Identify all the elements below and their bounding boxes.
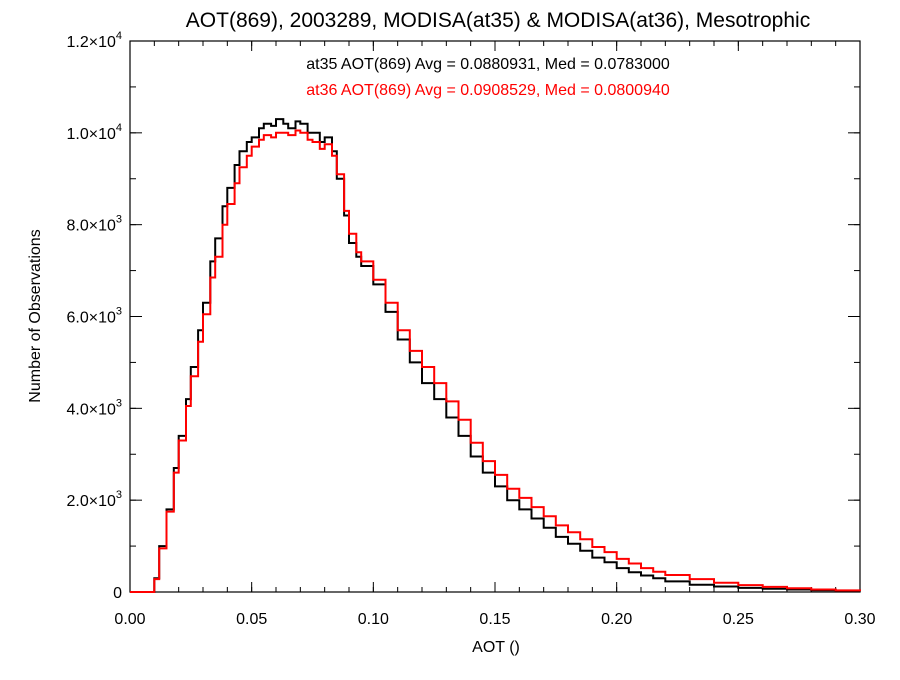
axis-ticks: 0.00 0.05 0.10 0.15 0.20 0.25 0.30 0 2.0×103 4.0×… — [66, 30, 875, 628]
x-tick-label: 0.05 — [236, 611, 267, 628]
series-line-at36 — [130, 129, 861, 593]
y-tick-label: 1.2×104 — [66, 30, 122, 51]
y-axis-label: Number of Observations — [27, 229, 44, 402]
x-tick-label: 0.00 — [114, 611, 145, 628]
series-layer — [130, 118, 861, 593]
y-tick-label: 1.0×104 — [66, 122, 122, 143]
x-tick-label: 0.25 — [723, 611, 754, 628]
y-tick-label: 0 — [113, 585, 122, 602]
x-axis-label: AOT () — [472, 639, 520, 656]
series-line-at35 — [130, 118, 861, 593]
y-tick-label: 2.0×103 — [66, 489, 122, 510]
y-tick-label: 6.0×103 — [66, 306, 122, 327]
y-tick-label: 8.0×103 — [66, 214, 122, 235]
x-tick-label: 0.15 — [479, 611, 510, 628]
legend-entry-at35: at35 AOT(869) Avg = 0.0880931, Med = 0.0… — [306, 56, 670, 73]
x-tick-label: 0.30 — [844, 611, 875, 628]
plot-frame — [129, 40, 861, 593]
chart-title: AOT(869), 2003289, MODISA(at35) & MODISA… — [186, 9, 810, 32]
x-tick-label: 0.20 — [601, 611, 632, 628]
legend-entry-at36: at36 AOT(869) Avg = 0.0908529, Med = 0.0… — [306, 82, 670, 99]
x-tick-label: 0.10 — [358, 611, 389, 628]
y-tick-label: 4.0×103 — [66, 397, 122, 418]
